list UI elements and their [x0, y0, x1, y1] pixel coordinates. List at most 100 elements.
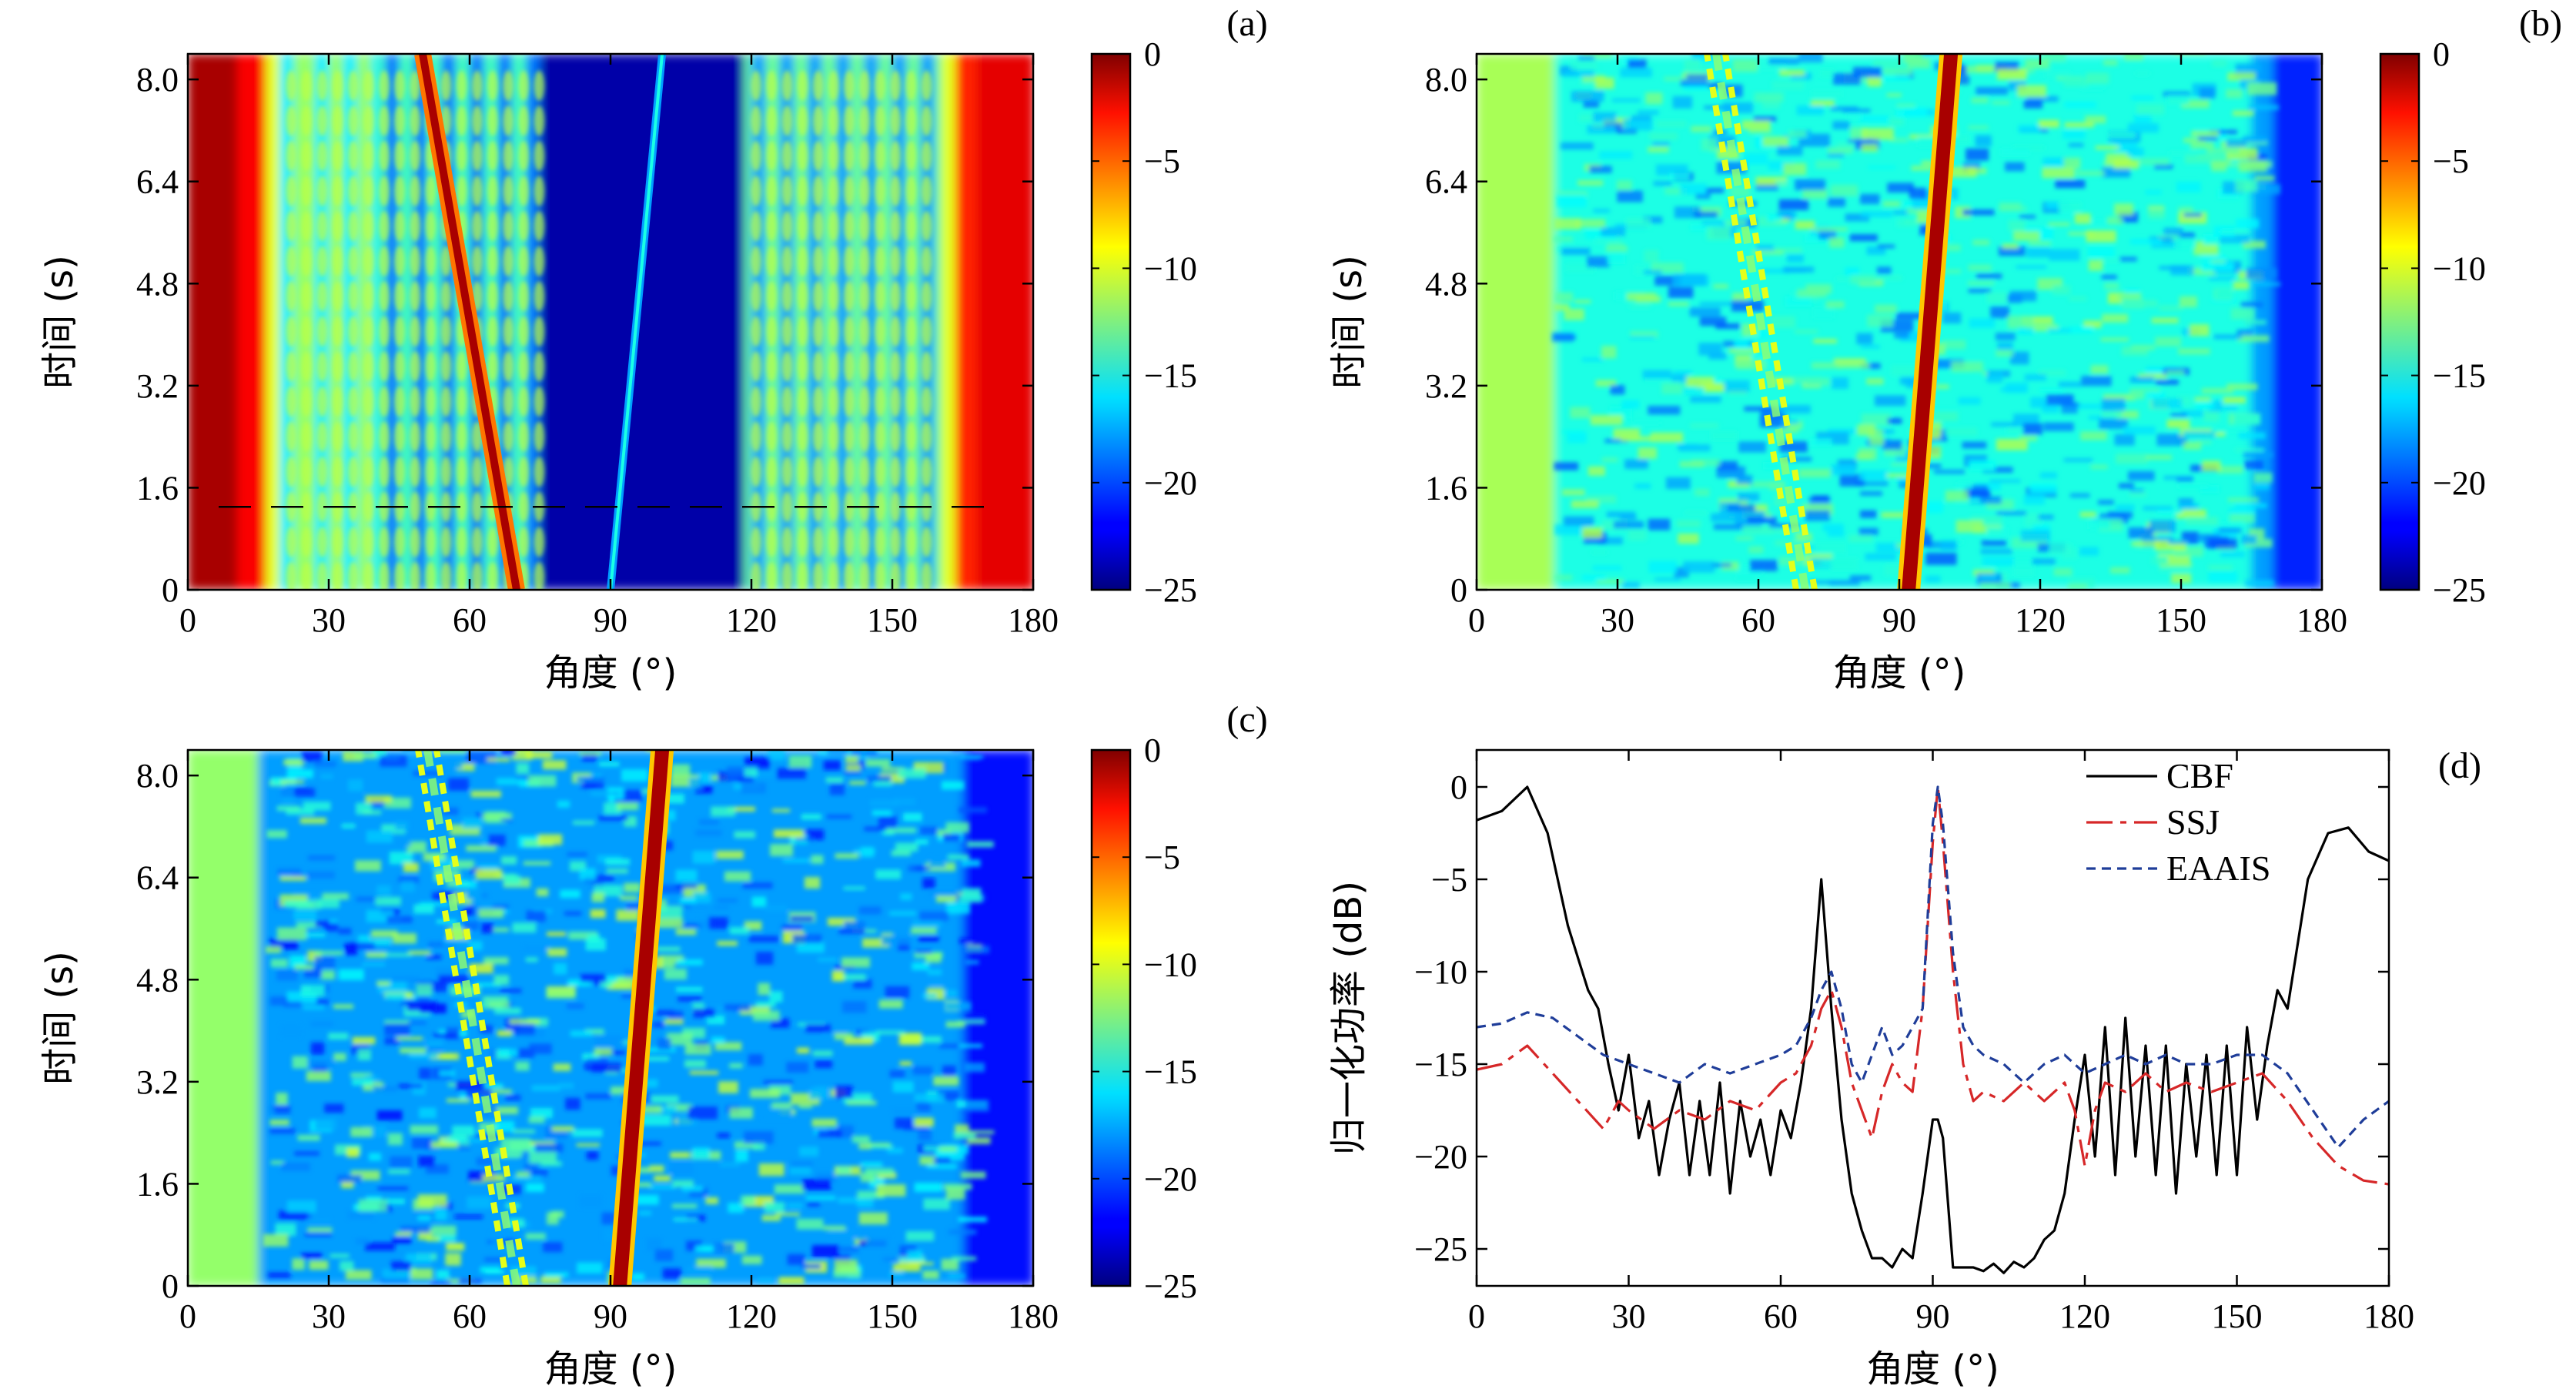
panel-a-colorbar-tick-label: −15: [1144, 357, 1197, 395]
panel-c-colorbar-tick-label: −25: [1144, 1267, 1197, 1305]
panel-d-label: (d): [2438, 745, 2481, 786]
panel-b-x-tick-label: 120: [2015, 601, 2066, 639]
panel-c-colorbar-tick-label: −10: [1144, 946, 1197, 983]
panel-b-y-tick-label: 3.2: [1425, 367, 1467, 405]
panel-c-x-tick-label: 60: [453, 1297, 487, 1335]
legend-label-cbf: CBF: [2166, 756, 2233, 795]
panel-d-y-tick-label: −10: [1414, 953, 1467, 991]
panel-d-legend: CBF SSJ EAAIS: [2086, 756, 2270, 888]
panel-a-label: (a): [1226, 3, 1267, 44]
panel-b-x-tick-label: 0: [1468, 601, 1485, 639]
panel-b-label: (b): [2519, 3, 2562, 44]
panel-c-y-tick-label: 6.4: [136, 859, 179, 897]
panel-c-axes: 0 30 60 90 120 150 180 0 1.6 3.2 4.8 6.4 8.0: [136, 748, 1059, 1335]
panel-c-x-axis-label: 角度 (°): [544, 1347, 677, 1391]
panel-c-colorbar: 0 −5 −10 −15 −20 −25: [1090, 731, 1197, 1305]
panel-a-y-tick-label: 8.0: [136, 61, 179, 99]
panel-a-x-tick-label: 30: [312, 601, 346, 639]
panel-c-x-tick-label: 120: [726, 1297, 777, 1335]
panel-b-y-tick-label: 6.4: [1425, 163, 1467, 201]
panel-a-plot-area: [188, 54, 1033, 590]
panel-a-y-axis-label: 时间 (s): [38, 255, 82, 389]
panel-b-colorbar-tick-label: −20: [2433, 464, 2486, 502]
panel-a-x-axis-label: 角度 (°): [544, 651, 677, 695]
panel-b-colorbar: 0 −5 −10 −15 −20 −25: [2379, 35, 2486, 609]
panel-c-x-tick-label: 90: [594, 1297, 627, 1335]
panel-a-colorbar-tick-label: 0: [1144, 35, 1161, 73]
legend-label-ssj: SSJ: [2166, 802, 2220, 842]
panel-d-plot-area: [1477, 785, 2389, 1274]
panel-d-y-axis-label: 归一化功率 (dB): [1327, 881, 1370, 1155]
panel-c-y-tick-label: 8.0: [136, 757, 179, 795]
panel-b-x-axis-label: 角度 (°): [1833, 651, 1966, 695]
panel-b-colorbar-tick-label: −15: [2433, 357, 2486, 395]
panel-c-label: (c): [1226, 699, 1267, 740]
panel-b-colorbar-tick-label: −10: [2433, 249, 2486, 287]
panel-c-colorbar-tick-label: −5: [1144, 839, 1180, 876]
panel-b-plot-area: [1477, 54, 2322, 590]
panel-a-x-tick-label: 90: [594, 601, 627, 639]
panel-a-colorbar-tick-label: −20: [1144, 464, 1197, 502]
panel-c-plot-area: [188, 750, 1033, 1286]
panel-a-axes: 0 30 60 90 120 150 180 0 1.6 3.2 4.8 6.4 8.0: [136, 52, 1059, 639]
panel-a-x-tick-label: 60: [453, 601, 487, 639]
panel-c-y-tick-label: 4.8: [136, 961, 179, 999]
panel-c-x-tick-label: 180: [1008, 1297, 1059, 1335]
series-line-eaais: [1477, 785, 2389, 1149]
panel-b-x-tick-label: 60: [1741, 601, 1775, 639]
panel-c-x-tick-label: 0: [179, 1297, 196, 1335]
panel-d-y-tick-label: −15: [1414, 1046, 1467, 1083]
panel-c-colorbar-tick-label: −20: [1144, 1160, 1197, 1198]
panel-d-y-tick-label: −5: [1431, 861, 1467, 899]
panel-a-colorbar-tick-label: −5: [1144, 142, 1180, 180]
panel-a-x-tick-label: 180: [1008, 601, 1059, 639]
panel-c-x-tick-label: 150: [867, 1297, 918, 1335]
panel-d-axes: 0 30 60 90 120 150 180 0 −5 −10 −15 −20 −25: [1414, 748, 2414, 1335]
panel-d-x-tick-label: 0: [1468, 1297, 1485, 1335]
panel-a-y-tick-label: 1.6: [136, 469, 179, 507]
panel-b-colorbar-tick-label: 0: [2433, 35, 2450, 73]
panel-b-colorbar-tick-label: −5: [2433, 142, 2469, 180]
panel-a-x-tick-label: 0: [179, 601, 196, 639]
panel-b-x-tick-label: 30: [1601, 601, 1634, 639]
panel-b-y-axis-label: 时间 (s): [1327, 255, 1370, 389]
panel-c-y-axis-label: 时间 (s): [38, 951, 82, 1085]
panel-d-y-tick-label: −25: [1414, 1230, 1467, 1268]
panel-d-y-tick-label: −20: [1414, 1138, 1467, 1176]
panel-d-line-chart: 0 30 60 90 120 150 180 0 −5 −10 −15 −20 −25 角度 (°) 归…: [1327, 745, 2481, 1391]
panel-a-x-tick-label: 120: [726, 601, 777, 639]
panel-c-y-tick-label: 1.6: [136, 1165, 179, 1203]
panel-d-x-tick-label: 90: [1916, 1297, 1950, 1335]
panel-c-colorbar-tick-label: 0: [1144, 731, 1161, 769]
panel-a-y-tick-label: 3.2: [136, 367, 179, 405]
panel-c-colorbar-tick-label: −15: [1144, 1053, 1197, 1091]
panel-d-x-tick-label: 30: [1612, 1297, 1646, 1335]
panel-d-x-tick-label: 180: [2364, 1297, 2414, 1335]
panel-a-colorbar: 0 −5 −10 −15 −20 −25: [1090, 35, 1197, 609]
panel-a-x-tick-label: 150: [867, 601, 918, 639]
panel-b-x-tick-label: 180: [2297, 601, 2347, 639]
panel-c-y-tick-label: 0: [162, 1267, 179, 1305]
panel-b-x-tick-label: 90: [1882, 601, 1916, 639]
panel-d-x-tick-label: 150: [2212, 1297, 2263, 1335]
panel-b-y-tick-label: 8.0: [1425, 61, 1467, 99]
panel-b-y-tick-label: 1.6: [1425, 469, 1467, 507]
legend-label-eaais: EAAIS: [2166, 849, 2270, 888]
panel-d-x-tick-label: 60: [1764, 1297, 1798, 1335]
panel-b-colorbar-tick-label: −25: [2433, 571, 2486, 609]
panel-b-y-tick-label: 4.8: [1425, 265, 1467, 303]
panel-a-colorbar-tick-label: −10: [1144, 249, 1197, 287]
panel-c-x-tick-label: 30: [312, 1297, 346, 1335]
panel-a-y-tick-label: 0: [162, 571, 179, 609]
panel-d-y-tick-label: 0: [1450, 768, 1467, 806]
panel-a-y-tick-label: 6.4: [136, 163, 179, 201]
panel-d-x-axis-label: 角度 (°): [1866, 1347, 1999, 1391]
panel-d-x-tick-label: 120: [2059, 1297, 2110, 1335]
panel-a-colorbar-tick-label: −25: [1144, 571, 1197, 609]
panel-a-y-tick-label: 4.8: [136, 265, 179, 303]
panel-b-y-tick-label: 0: [1450, 571, 1467, 609]
